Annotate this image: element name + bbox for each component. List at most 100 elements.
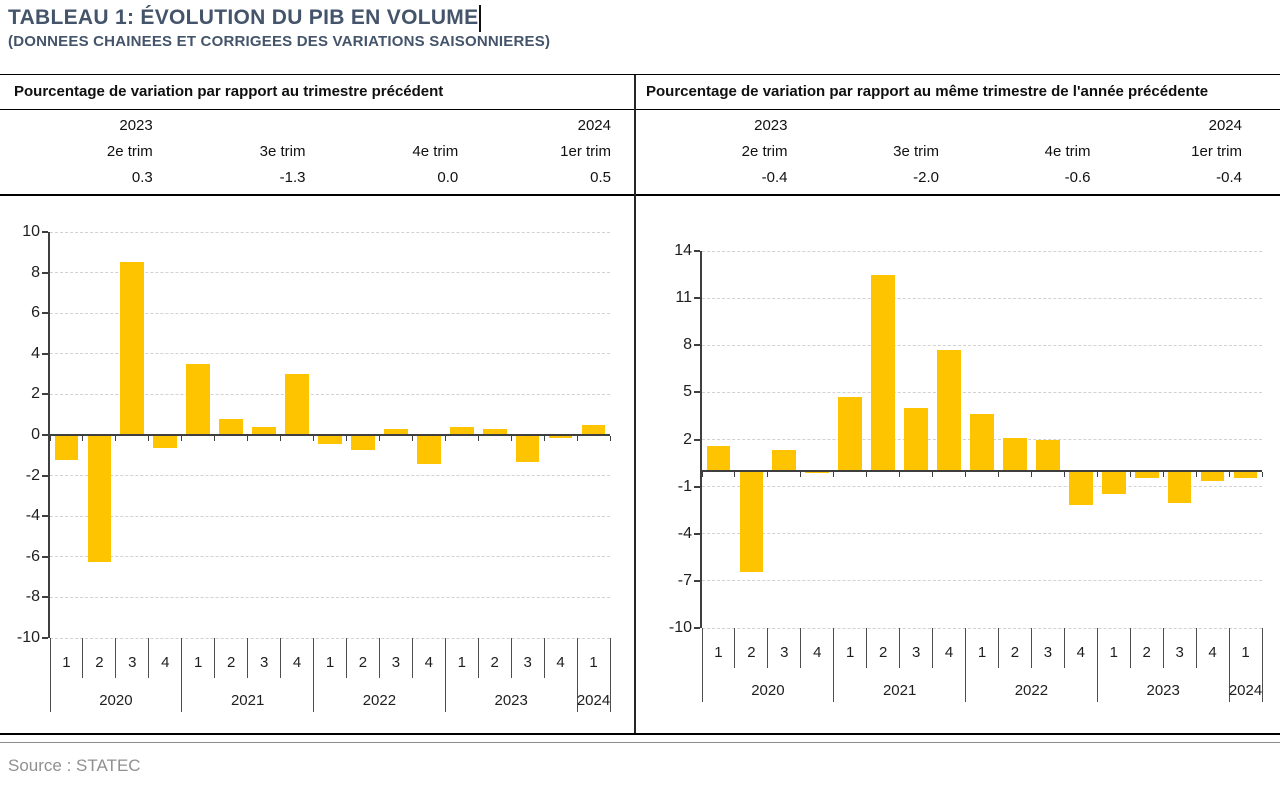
x-axis-year-label: 2020 (99, 692, 133, 709)
gridline (702, 627, 1262, 629)
year-cell: 2024 (577, 117, 611, 134)
zero-axis-tick (866, 471, 868, 477)
zero-axis-tick (1228, 471, 1230, 477)
yoy-bar-chart: 14 11 8 5 2 -1 -4 -7 -10 1 2 3 4 1 2 3 4 1 2 3 4 1 2 3 4 1 2020 20… (636, 242, 1280, 706)
bottom-rule (0, 742, 1280, 743)
year-separator-line (444, 638, 446, 712)
x-axis-quarter-label: 3 (523, 654, 532, 671)
quarter-separator-line (932, 628, 934, 668)
year-separator-line (833, 628, 835, 702)
y-axis-tick-label: -10 (16, 629, 40, 646)
bar-2022-q2 (351, 436, 375, 451)
y-axis-tick-label: 10 (22, 223, 40, 240)
zero-axis-tick (444, 436, 446, 441)
year-cell: 2023 (119, 117, 153, 134)
quarter-separator-line (899, 628, 901, 668)
quarter-separator-line (1129, 628, 1131, 668)
x-axis-quarter-label: 2 (95, 654, 104, 671)
bar-2023-q1 (449, 426, 474, 435)
x-axis-quarter-label: 3 (1043, 644, 1053, 661)
y-axis-labels: 14 11 8 5 2 -1 -4 -7 -10 (658, 242, 700, 636)
zero-axis-tick (1063, 471, 1065, 477)
quarter-separator-line (115, 638, 117, 678)
bar-2023-q2 (482, 428, 507, 435)
y-axis-tick-label: -7 (677, 571, 692, 589)
zero-axis-tick (1096, 471, 1098, 477)
y-axis-tick-label: -8 (25, 588, 40, 606)
zero-axis-tick (543, 436, 545, 441)
quarter-separator-line (997, 628, 999, 668)
bar-2022-q3 (384, 428, 408, 435)
quarter-cell: 1er trim (1191, 143, 1242, 160)
zero-axis-tick (477, 436, 479, 441)
y-axis-tick (694, 532, 700, 535)
bar-2023-q4 (1200, 471, 1225, 482)
value-cell: 0.3 (131, 169, 153, 186)
x-axis-quarter-label: 3 (259, 654, 269, 671)
year-separator-line (313, 638, 315, 712)
y-axis-tick-label: 8 (683, 336, 692, 354)
value-cell: 0.5 (590, 169, 611, 186)
y-axis-tick (42, 515, 48, 518)
quarter-separator-line (82, 638, 84, 678)
quarter-cell: 1er trim (560, 143, 611, 160)
bar-2021-q2 (219, 418, 244, 435)
value-cell: -1.3 (279, 169, 306, 186)
zero-axis-tick (49, 436, 51, 441)
zero-axis-tick (280, 436, 282, 441)
title-block: TABLEAU 1: ÉVOLUTION DU PIB EN VOLUME (D… (0, 0, 1280, 74)
bar-2021-q4 (937, 349, 961, 471)
bar-2021-q3 (904, 408, 928, 471)
zero-axis-line (702, 469, 1262, 472)
gridline (702, 344, 1262, 346)
values-row: -0.4 -2.0 -0.6 -0.4 (636, 165, 1242, 191)
x-axis-quarter-label: 2 (490, 654, 499, 671)
gridline (50, 353, 610, 355)
quarter-separator-line (214, 638, 216, 678)
text-cursor-artifact (479, 5, 481, 32)
zero-axis-tick (1195, 471, 1197, 477)
quarter-separator-line (734, 628, 736, 668)
y-axis-tick (694, 391, 700, 394)
panel-yoy-header: Pourcentage de variation par rapport au … (636, 75, 1280, 110)
qoq-bar-chart: 10 8 6 4 2 0 -2 -4 -6 -8 -10 1 2 3 4 1 2 3 4 1 2 3 4 1 2 3 4 1 2020… (0, 223, 634, 716)
quarter-cell: 4e trim (412, 143, 459, 160)
bar-2022-q1 (318, 436, 342, 445)
year-separator-line (609, 638, 611, 712)
x-axis-quarter-label: 1 (846, 644, 855, 661)
x-axis-quarter-label: 1 (977, 644, 987, 661)
bar-2022-q1 (970, 414, 994, 471)
source-note: Source : STATEC (8, 756, 141, 775)
gridline (702, 250, 1262, 252)
zero-axis-tick (214, 436, 216, 441)
x-axis-quarter-label: 4 (161, 654, 170, 671)
x-axis-quarter-label: 3 (911, 644, 921, 661)
y-axis-tick-label: -4 (25, 507, 40, 525)
y-axis-tick-label: 11 (675, 289, 692, 307)
bar-2020-q1 (54, 436, 79, 461)
zero-axis-tick (932, 471, 934, 477)
y-axis-tick (694, 438, 700, 441)
value-cell: -0.6 (1064, 169, 1091, 186)
page-title: TABLEAU 1: ÉVOLUTION DU PIB EN VOLUME (8, 6, 479, 29)
gridline (50, 556, 610, 558)
quarter-separator-line (345, 638, 347, 678)
bar-2023-q3 (515, 436, 540, 463)
zero-axis-tick (609, 436, 611, 441)
quarter-separator-line (378, 638, 380, 678)
y-axis-tick-label: -2 (25, 466, 40, 484)
years-row: 2023 2024 (0, 113, 611, 139)
value-cell: 0.0 (437, 169, 459, 186)
y-axis-tick-label: 5 (683, 383, 692, 401)
x-axis-quarter-label: 1 (589, 654, 598, 671)
zero-axis-tick (701, 471, 703, 477)
panel-yoy-summary-table: 2023 2024 2e trim 3e trim 4e trim 1er tr… (636, 110, 1280, 196)
quarter-separator-line (247, 638, 249, 678)
panel-yoy: Pourcentage de variation par rapport au … (636, 75, 1280, 733)
bar-2020-q4 (805, 471, 830, 474)
gridline (50, 515, 610, 517)
y-axis-tick-label: 6 (31, 304, 40, 322)
bar-2024-q1 (581, 424, 606, 435)
gridline (50, 312, 610, 314)
quarter-separator-line (1063, 628, 1065, 668)
